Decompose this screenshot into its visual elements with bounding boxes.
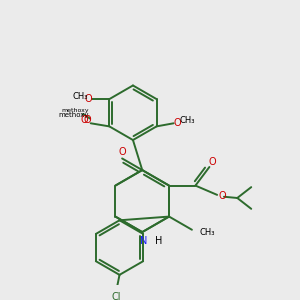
Text: N: N	[140, 236, 148, 246]
Text: O: O	[219, 191, 226, 201]
Text: Cl: Cl	[112, 292, 121, 300]
Text: O: O	[84, 115, 92, 125]
Text: CH₃: CH₃	[72, 92, 88, 100]
Text: O: O	[118, 147, 126, 157]
Text: O: O	[174, 118, 182, 128]
Text: methoxy: methoxy	[58, 112, 89, 118]
Text: methoxy: methoxy	[61, 108, 89, 113]
Text: O: O	[81, 115, 88, 125]
Text: O: O	[209, 157, 216, 167]
Text: CH₃: CH₃	[180, 116, 195, 125]
Text: H: H	[155, 236, 163, 246]
Text: CH₃: CH₃	[200, 228, 215, 237]
Text: O: O	[85, 94, 92, 104]
